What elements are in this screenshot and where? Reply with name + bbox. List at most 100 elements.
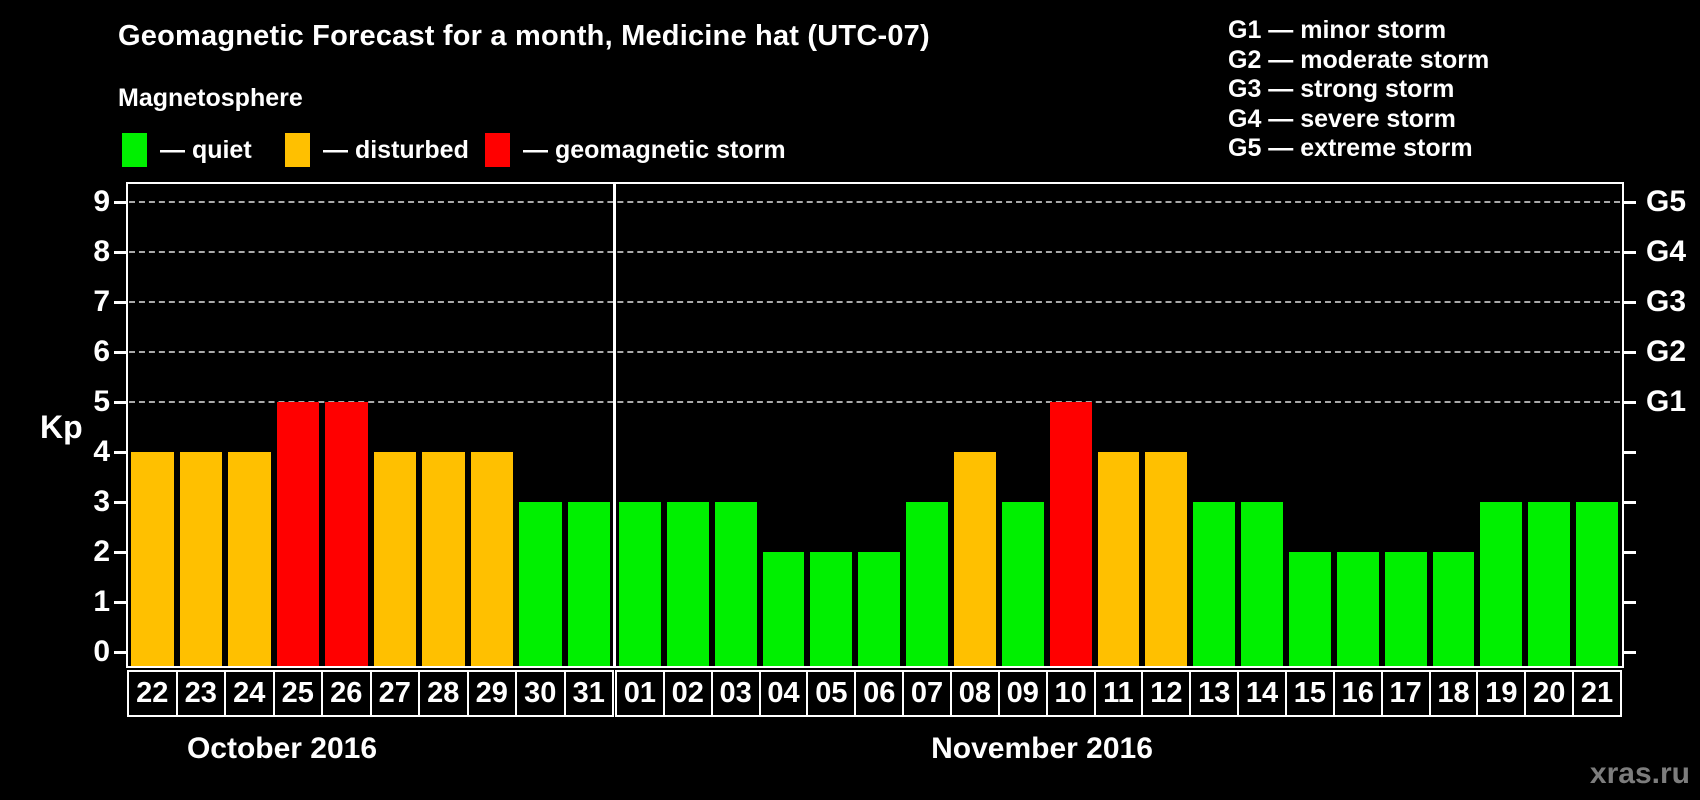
day-label-12: 12 <box>1141 670 1192 717</box>
y-tick-label: 6 <box>93 335 110 368</box>
g1-legend-line: G1 — minor storm <box>1228 16 1447 44</box>
kp-bar-november-20 <box>1528 502 1571 668</box>
day-label-06: 06 <box>854 670 905 717</box>
g2-legend-line: G2 — moderate storm <box>1228 45 1490 74</box>
y-tick <box>114 651 128 654</box>
right-tick <box>1622 201 1636 204</box>
kp-bar-november-17 <box>1384 552 1427 668</box>
kp-bar-november-02 <box>666 502 709 668</box>
day-label-08: 08 <box>950 670 1000 717</box>
day-label-18: 18 <box>1428 670 1479 717</box>
day-label-04: 04 <box>758 670 809 717</box>
kp-bar-october-30 <box>519 502 562 668</box>
y-tick-label: 5 <box>93 385 110 418</box>
month-label-november: November 2016 <box>931 732 1153 765</box>
y-tick <box>114 351 128 354</box>
kp-bar-november-21 <box>1576 502 1618 668</box>
legend-item-storm: — geomagnetic storm <box>485 132 786 168</box>
right-tick <box>1622 351 1636 354</box>
y-tick <box>114 251 128 254</box>
kp-bar-october-27 <box>373 452 416 668</box>
y-tick <box>114 601 128 604</box>
day-label-31: 31 <box>563 670 614 717</box>
storm-scale-legend: G1 — minor storm G2 — moderate storm G3 … <box>1228 16 1489 164</box>
g-scale-label-g4: G4 <box>1646 235 1687 268</box>
kp-bar-november-06 <box>858 552 901 668</box>
day-label-21: 21 <box>1572 670 1622 717</box>
kp-bar-october-23 <box>179 452 222 668</box>
day-label-29: 29 <box>466 670 517 717</box>
day-label-05: 05 <box>806 670 857 717</box>
day-label-16: 16 <box>1332 670 1383 717</box>
kp-bar-november-14 <box>1241 502 1283 668</box>
kp-bar-october-22 <box>131 452 174 668</box>
y-tick-label: 4 <box>93 435 110 468</box>
day-label-17: 17 <box>1380 670 1431 717</box>
kp-bar-november-05 <box>810 552 853 668</box>
day-label-02: 02 <box>662 670 713 717</box>
y-tick <box>114 501 128 504</box>
kp-bar-october-26 <box>325 402 368 668</box>
kp-bar-november-04 <box>762 552 805 668</box>
gridline-kp7 <box>129 301 1620 303</box>
watermark: xras.ru <box>1589 757 1690 790</box>
y-tick-label: 7 <box>93 285 110 318</box>
day-label-22: 22 <box>127 670 178 717</box>
y-tick-label: 9 <box>93 185 110 218</box>
right-tick <box>1622 401 1636 404</box>
y-tick-label: 3 <box>93 485 110 518</box>
y-tick <box>114 401 128 404</box>
disturbed-color-swatch <box>285 133 310 167</box>
kp-bar-november-09 <box>1001 502 1044 668</box>
day-label-25: 25 <box>272 670 323 717</box>
day-label-01: 01 <box>615 670 665 717</box>
kp-bar-november-19 <box>1480 502 1523 668</box>
day-label-07: 07 <box>902 670 952 717</box>
day-label-28: 28 <box>418 670 469 717</box>
gridline-kp6 <box>129 351 1620 353</box>
kp-bar-november-10 <box>1049 402 1092 668</box>
kp-bar-november-07 <box>906 502 948 668</box>
day-label-10: 10 <box>1045 670 1096 717</box>
month-separator-line <box>613 182 616 668</box>
day-label-26: 26 <box>321 670 372 717</box>
kp-bar-november-01 <box>619 502 661 668</box>
disturbed-label: — disturbed <box>323 135 469 164</box>
g-scale-label-g5: G5 <box>1646 185 1687 218</box>
y-tick-label: 2 <box>93 535 110 568</box>
g4-legend-line: G4 — severe storm <box>1228 104 1456 133</box>
y-tick <box>114 301 128 304</box>
right-tick <box>1622 451 1636 454</box>
g3-legend-line: G3 — strong storm <box>1228 75 1455 103</box>
kp-bar-november-08 <box>954 452 996 668</box>
legend-item-disturbed: — disturbed <box>285 132 469 168</box>
right-tick <box>1622 601 1636 604</box>
y-tick-label: 0 <box>93 635 110 668</box>
chart-title: Geomagnetic Forecast for a month, Medici… <box>118 20 930 52</box>
month-label-october: October 2016 <box>186 732 378 765</box>
kp-bar-november-18 <box>1432 552 1475 668</box>
right-tick <box>1622 651 1636 654</box>
day-label-14: 14 <box>1237 670 1287 717</box>
kp-bar-november-11 <box>1097 452 1140 668</box>
day-label-24: 24 <box>224 670 275 717</box>
day-label-11: 11 <box>1093 670 1144 717</box>
gridline-kp9 <box>129 201 1620 203</box>
kp-bar-november-13 <box>1193 502 1236 668</box>
day-label-09: 09 <box>997 670 1048 717</box>
right-tick <box>1622 501 1636 504</box>
quiet-label: — quiet <box>160 135 252 164</box>
kp-bar-october-31 <box>567 502 610 668</box>
plot-frame <box>126 182 1624 668</box>
g-scale-label-g2: G2 <box>1646 335 1687 368</box>
g-scale-label-g3: G3 <box>1646 285 1687 318</box>
y-tick <box>114 451 128 454</box>
storm-label: — geomagnetic storm <box>523 135 786 164</box>
kp-bar-october-29 <box>470 452 513 668</box>
day-label-19: 19 <box>1476 670 1527 717</box>
quiet-color-swatch <box>122 133 147 167</box>
magnetosphere-label: Magnetosphere <box>118 84 303 112</box>
g-scale-label-g1: G1 <box>1646 385 1687 418</box>
